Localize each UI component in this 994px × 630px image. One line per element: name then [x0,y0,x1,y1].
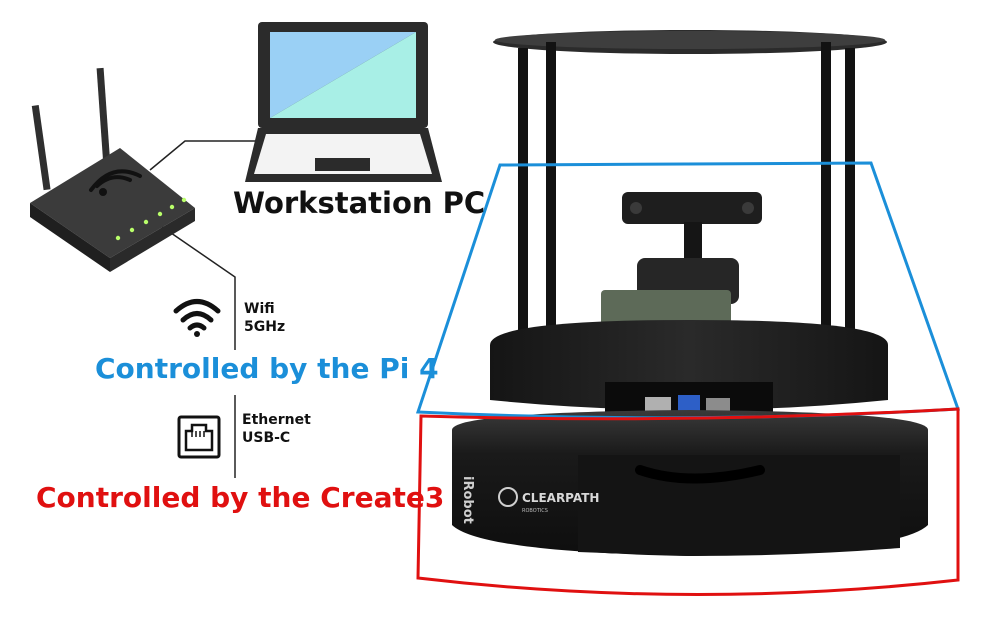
workstation-label: Workstation PC [233,186,486,220]
router-icon [30,67,195,272]
ethernet-port-icon [177,415,221,459]
pi4-region-label: Controlled by the Pi 4 [95,352,439,385]
create3-region-label: Controlled by the Create3 [36,481,445,514]
robot-brand-left: iRobot [460,476,475,524]
clearpath-logo-text: CLEARPATH [522,491,599,505]
clearpath-logo-sub: ROBOTICS [522,508,548,514]
ethernet-label: Ethernet USB-C [242,411,311,447]
ethernet-label-line1: Ethernet [242,412,311,428]
wifi-label-line2: 5GHz [244,319,286,335]
ethernet-label-line2: USB-C [242,430,291,446]
wifi-label-line1: Wifi [244,301,275,317]
wifi-label: Wifi 5GHz [244,300,285,336]
wifi-icon [173,299,221,337]
create3-region-outline [416,407,960,596]
laptop-icon [245,22,442,182]
connection-lines [149,140,258,478]
robot-image: iRobot CLEARPATH ROBOTICS [452,30,928,556]
